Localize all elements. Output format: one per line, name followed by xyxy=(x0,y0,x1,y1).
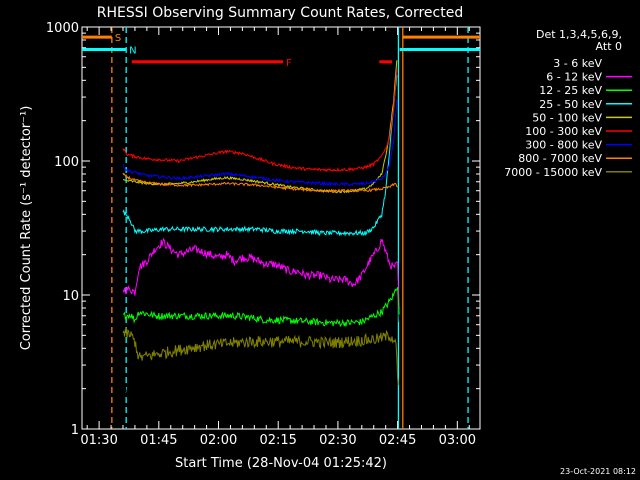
x-tick-label: 02:45 xyxy=(379,433,416,448)
x-tick-label: 03:00 xyxy=(439,433,476,448)
x-tick-label: 02:30 xyxy=(319,433,356,448)
legend-entry-label: 25 - 50 keV xyxy=(539,98,602,111)
series-line-2 xyxy=(122,287,400,328)
series-line-8 xyxy=(122,327,399,386)
legend-entry-label: 6 - 12 keV xyxy=(546,71,602,84)
flag-label-F: F xyxy=(286,58,292,69)
data-series xyxy=(122,60,400,416)
chart-title: RHESSI Observing Summary Count Rates, Co… xyxy=(97,5,463,21)
y-tick-label: 100 xyxy=(54,155,79,170)
plot-frame xyxy=(81,26,481,430)
y-tick-label: 1000 xyxy=(46,21,79,36)
x-tick-label: 01:30 xyxy=(80,433,117,448)
series-line-3 xyxy=(122,75,398,237)
legend-entry-label: 12 - 25 keV xyxy=(539,84,602,97)
legend-entry-label: 50 - 100 keV xyxy=(532,111,602,124)
x-axis-label: Start Time (28-Nov-04 01:25:42) xyxy=(175,456,387,471)
legend-entry-label: 100 - 300 keV xyxy=(525,125,602,138)
series-line-0 xyxy=(122,210,400,416)
legend-entry-label: 7000 - 15000 keV xyxy=(504,166,602,179)
legend-entry-label: 300 - 800 keV xyxy=(525,139,602,152)
flag-label-N: N xyxy=(129,45,136,56)
plot-area: SN F 01:30 01:45 02:00 02:15 02:30 02:45 03:00 1… xyxy=(46,21,481,448)
flag-label-S: S xyxy=(115,33,121,44)
y-tick-label: 1 xyxy=(71,423,79,438)
series-line-6 xyxy=(122,99,398,188)
x-tick-label: 02:00 xyxy=(200,433,237,448)
series-line-4 xyxy=(122,60,398,194)
axes: 01:30 01:45 02:00 02:15 02:30 02:45 03:00 1 10 10… xyxy=(46,21,480,448)
series-line-1 xyxy=(122,237,400,310)
legend-entry-label: 3 - 6 keV xyxy=(553,57,602,70)
y-tick-label: 10 xyxy=(62,289,79,304)
x-tick-label: 01:45 xyxy=(140,433,177,448)
legend-header: Det 1,3,4,5,6,9, xyxy=(536,28,622,41)
x-tick-label: 02:15 xyxy=(259,433,296,448)
flag-bars: SN F xyxy=(82,33,480,69)
generation-timestamp: 23-Oct-2021 08:12 xyxy=(560,467,636,476)
vertical-markers xyxy=(111,27,469,429)
series-line-7 xyxy=(122,172,398,193)
y-axis-label: Corrected Count Rate (s⁻¹ detector⁻¹) xyxy=(19,106,34,351)
series-line-5 xyxy=(122,69,398,173)
legend-entry-label: 800 - 7000 keV xyxy=(518,152,602,165)
legend-header: Att 0 xyxy=(596,40,622,53)
